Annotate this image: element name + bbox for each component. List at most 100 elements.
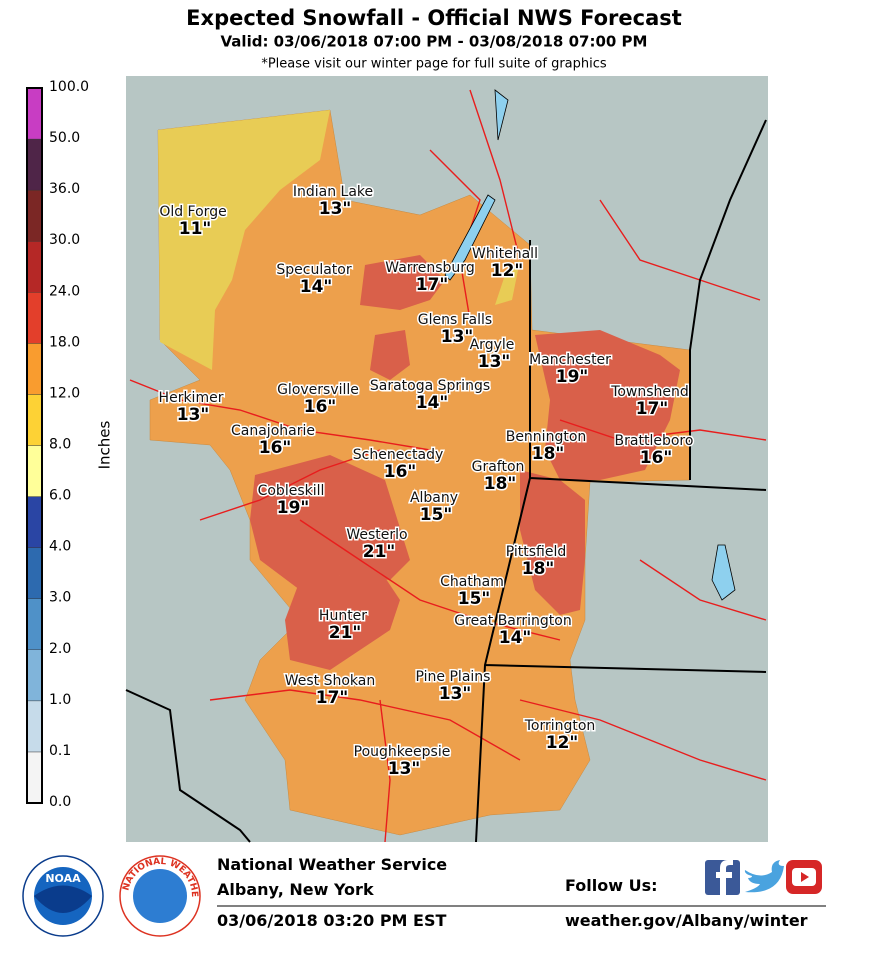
city-amount: 14" — [300, 277, 333, 297]
city-amount: 18" — [522, 559, 555, 579]
city-name: Brattleboro — [615, 433, 694, 449]
city-amount: 19" — [277, 498, 310, 518]
legend-tick: 100.0 — [49, 79, 89, 95]
legend-tick: 12.0 — [49, 385, 80, 401]
legend-swatch — [26, 598, 43, 650]
city-amount: 13" — [388, 759, 421, 779]
legend-tick: 1.0 — [49, 692, 71, 708]
legend-swatch — [26, 292, 43, 344]
city-amount: 13" — [441, 327, 474, 347]
twitter-icon[interactable] — [744, 860, 784, 893]
legend-swatch — [26, 241, 43, 293]
city-name: Saratoga Springs — [370, 378, 490, 394]
noaa-logo-wave — [34, 885, 92, 913]
legend: Inches 0.0 0.1 1.0 2.0 3.0 4.0 6.0 8.0 12.0 18.0 2… — [26, 79, 114, 810]
city-amount: 12" — [491, 261, 524, 281]
follow: Follow Us: — [565, 876, 658, 895]
snow-18-24 — [520, 470, 585, 615]
url: weather.gov/Albany/winter — [565, 911, 808, 930]
legend-swatch — [26, 138, 43, 191]
city-amount: 15" — [420, 505, 453, 525]
city-name: Albany — [410, 490, 458, 506]
snow-18-24 — [360, 255, 445, 310]
legend-swatch — [26, 547, 43, 599]
city-amount: 21" — [363, 542, 396, 562]
city-name: Bennington — [506, 429, 587, 445]
noaa-logo-text: NOAA — [45, 872, 81, 885]
city-name: Great Barrington — [454, 613, 571, 629]
city-amount: 19" — [556, 367, 589, 387]
youtube-play — [801, 872, 809, 882]
city-amount: 17" — [316, 688, 349, 708]
legend-tick: 6.0 — [49, 488, 71, 504]
legend-swatch — [26, 445, 43, 497]
city-amount: 14" — [499, 628, 532, 648]
legend-label: Inches — [96, 420, 114, 469]
city-name: Pine Plains — [416, 669, 491, 685]
legend-tick: 0.1 — [49, 743, 71, 759]
legend-tick: 18.0 — [49, 334, 80, 350]
city-name: Westerlo — [346, 527, 407, 543]
city-name: Schenectady — [353, 447, 444, 463]
legend-tick: 3.0 — [49, 590, 71, 606]
city-name: Manchester — [529, 352, 611, 368]
facebook-glyph — [716, 860, 733, 895]
city-amount: 13" — [319, 199, 352, 219]
city-name: West Shokan — [285, 673, 376, 689]
city-amount: 17" — [416, 275, 449, 295]
city-amount: 13" — [177, 405, 210, 425]
legend-tick: 24.0 — [49, 283, 80, 299]
city-amount: 16" — [304, 397, 337, 417]
city-amount: 18" — [532, 444, 565, 464]
legend-tick: 0.0 — [49, 794, 71, 810]
city-amount: 12" — [546, 733, 579, 753]
city-amount: 21" — [329, 623, 362, 643]
location: Albany, New York — [217, 880, 374, 899]
city-name: Speculator — [276, 262, 351, 278]
city-amount: 16" — [259, 438, 292, 458]
issued: 03/06/2018 03:20 PM EST — [217, 911, 446, 930]
snow-8-12 — [158, 110, 330, 370]
city-name: Glens Falls — [418, 312, 492, 328]
city-amount: 13" — [478, 352, 511, 372]
city-name: Cobleskill — [258, 483, 325, 499]
city-name: Hunter — [319, 608, 367, 624]
snow-18-24 — [370, 330, 410, 380]
legend-tick: 2.0 — [49, 641, 71, 657]
legend-tick: 30.0 — [49, 232, 80, 248]
note: *Please visit our winter page for full s… — [261, 57, 607, 72]
city-name: Whitehall — [472, 246, 538, 262]
city-name: Canajoharie — [231, 423, 315, 439]
city-name: Poughkeepsie — [354, 744, 451, 760]
city-name: Herkimer — [159, 390, 224, 406]
legend-swatch — [26, 87, 43, 140]
legend-swatch — [26, 343, 43, 395]
snow-18-24 — [535, 330, 680, 480]
city-amount: 14" — [416, 393, 449, 413]
title: Expected Snowfall - Official NWS Forecas… — [186, 6, 682, 30]
city-name: Grafton — [472, 459, 525, 475]
city-amount: 11" — [179, 219, 212, 239]
legend-frame — [26, 87, 43, 804]
city-name: Argyle — [470, 337, 515, 353]
city-name: Gloversville — [277, 382, 359, 398]
legend-swatch — [26, 649, 43, 702]
city-amount: 17" — [636, 399, 669, 419]
legend-swatch — [26, 700, 43, 753]
legend-tick: 50.0 — [49, 130, 80, 146]
city-name: Torrington — [524, 718, 596, 734]
city-name: Townshend — [610, 384, 689, 400]
subtitle: Valid: 03/06/2018 07:00 PM - 03/08/2018 … — [221, 33, 648, 51]
map — [125, 76, 768, 843]
legend-swatch — [26, 189, 43, 242]
city-amount: 15" — [458, 589, 491, 609]
city-amount: 13" — [439, 684, 472, 704]
city-amount: 18" — [484, 474, 517, 494]
city-amount: 16" — [640, 448, 673, 468]
legend-tick: 4.0 — [49, 539, 71, 555]
snow-18-24 — [285, 570, 400, 670]
snow-18-24 — [250, 455, 410, 590]
office: National Weather Service — [217, 855, 447, 874]
legend-tick: 36.0 — [49, 181, 80, 197]
